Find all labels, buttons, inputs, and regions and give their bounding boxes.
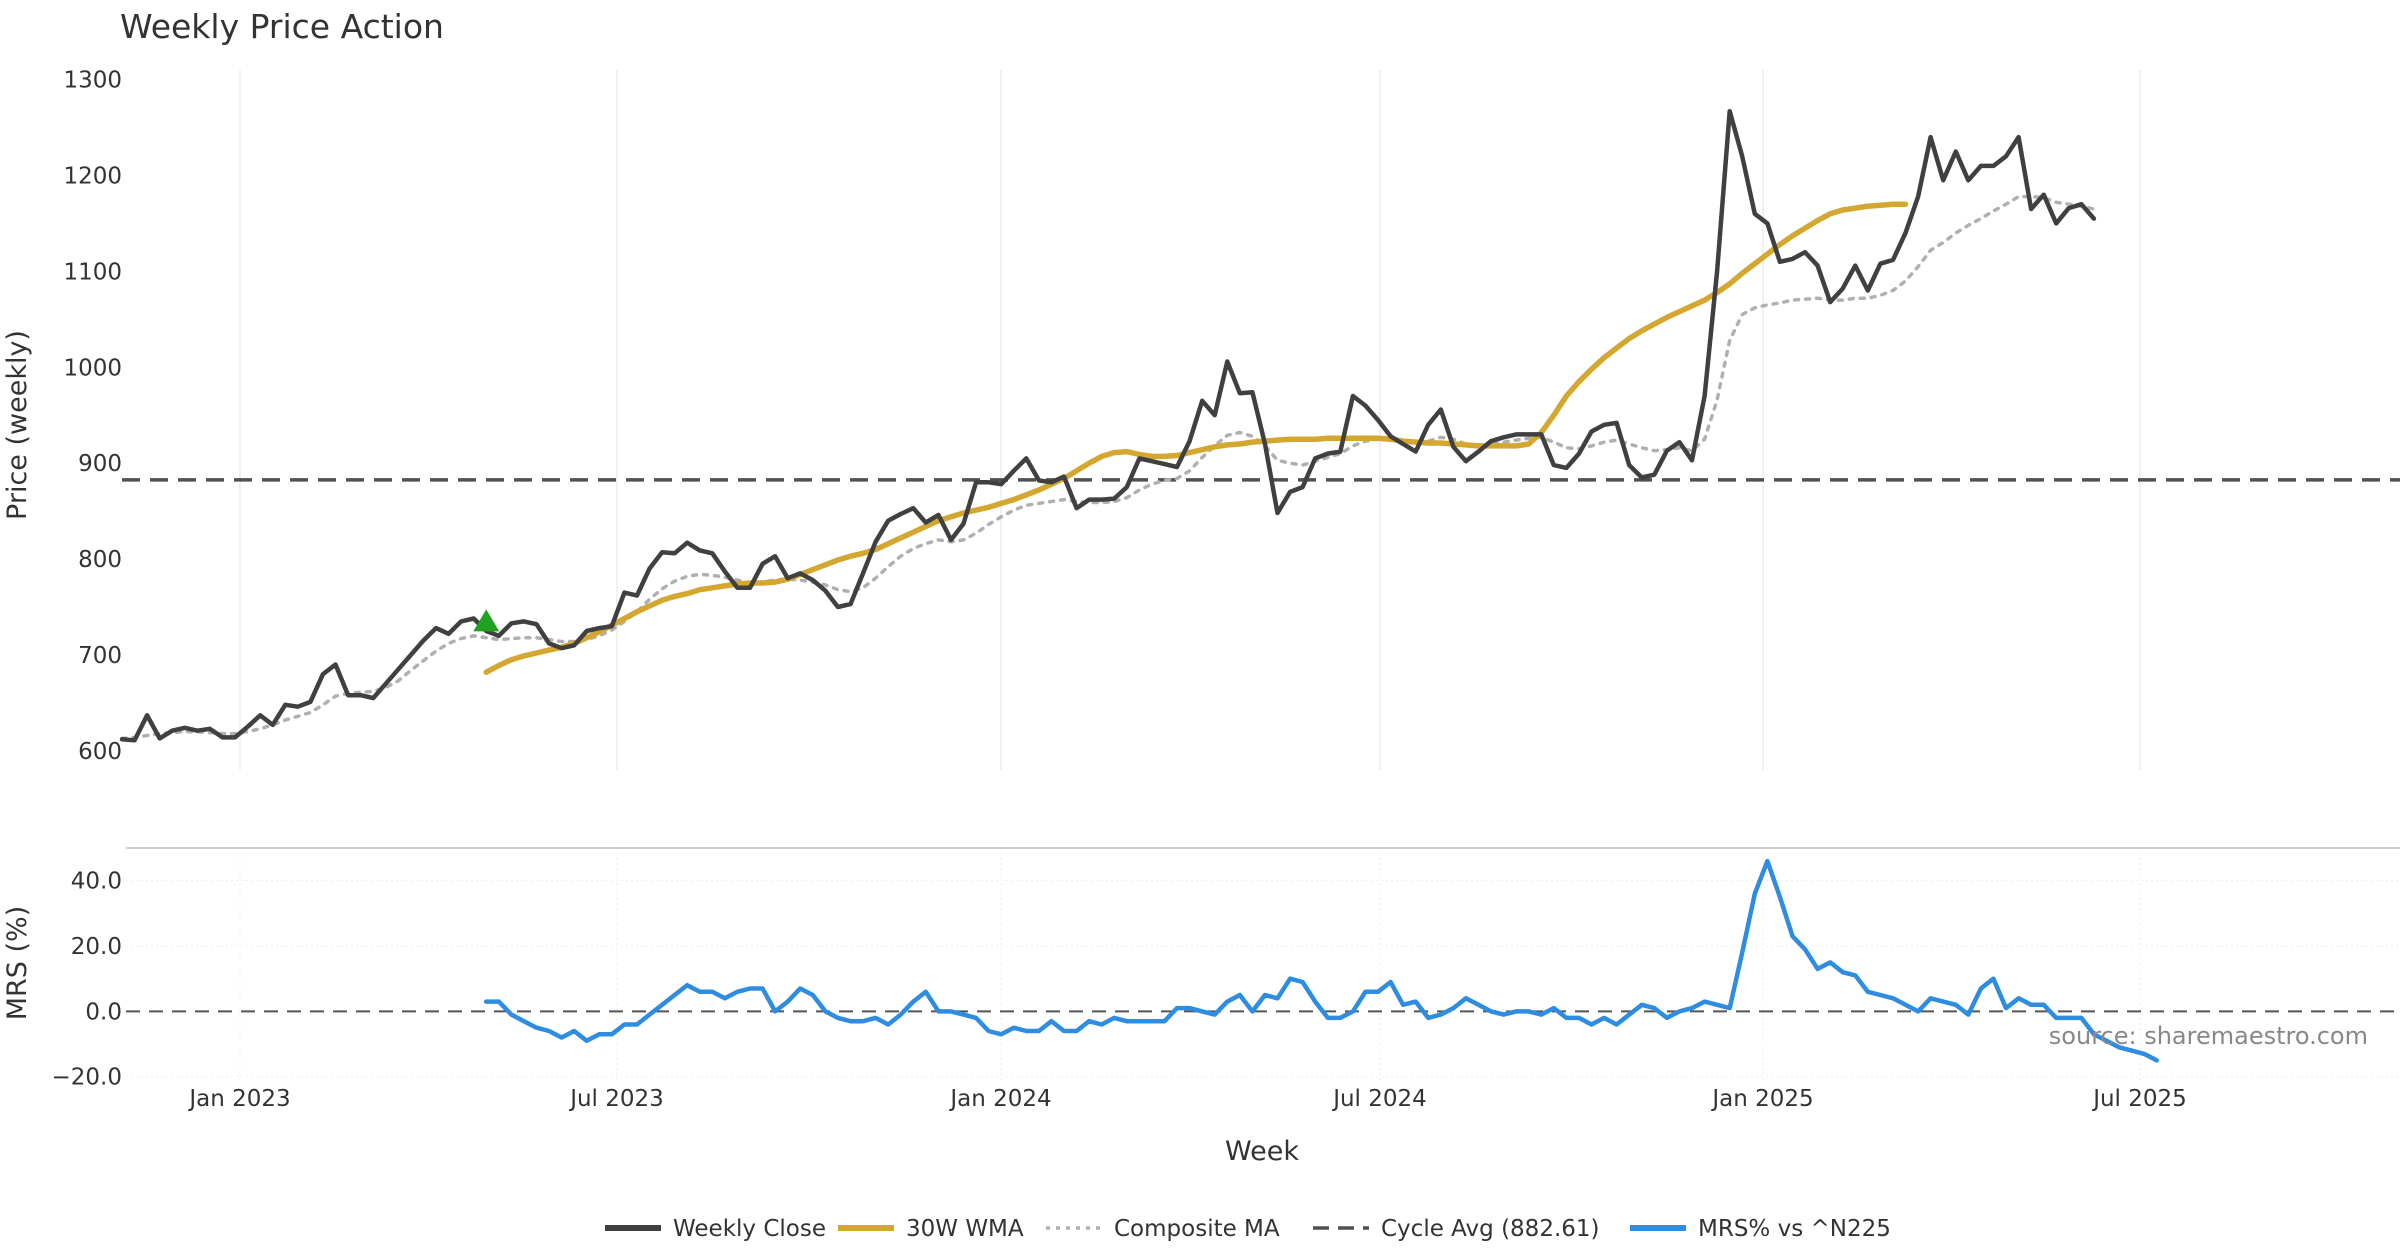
price-y-tick-label: 900	[78, 451, 122, 477]
mrs-y-tick-label: −20.0	[52, 1065, 122, 1091]
buy-signal-marker	[473, 609, 500, 632]
mrs-y-tick-label: 40.0	[71, 869, 122, 895]
price-panel: 600 700 800 900 1000 1100 1200 1300	[63, 68, 2400, 770]
mrs-panel: 40.0 20.0 0.0 −20.0	[52, 847, 2400, 1091]
x-tick-label: Jan 2024	[948, 1086, 1051, 1112]
legend-label: MRS% vs ^N225	[1698, 1216, 1891, 1242]
price-axis-title: Price (weekly)	[2, 330, 33, 520]
weekly-close-line	[119, 108, 2097, 743]
x-tick-label: Jan 2023	[187, 1086, 290, 1112]
x-tick-label: Jan 2025	[1710, 1086, 1813, 1112]
x-tick-label: Jul 2023	[568, 1086, 664, 1112]
price-y-tick-label: 600	[78, 739, 122, 765]
mrs-y-tick-label: 0.0	[85, 999, 122, 1025]
mrs-axis-title: MRS (%)	[2, 906, 33, 1021]
wma-30w-line	[483, 201, 1909, 675]
x-axis: Jan 2023 Jul 2023 Jan 2024 Jul 2024 Jan 2025…	[187, 1086, 2186, 1112]
source-note: source: sharemaestro.com	[2049, 1022, 2368, 1050]
legend-label: Cycle Avg (882.61)	[1381, 1216, 1600, 1242]
mrs-line	[483, 858, 2159, 1063]
price-y-tick-label: 1200	[63, 163, 122, 189]
price-y-tick-label: 1100	[63, 259, 122, 285]
price-y-tick-label: 800	[78, 547, 122, 573]
legend-label: 30W WMA	[906, 1216, 1024, 1242]
x-tick-label: Jul 2024	[1331, 1086, 1427, 1112]
price-y-tick-label: 1000	[63, 355, 122, 381]
legend-label: Weekly Close	[673, 1216, 826, 1242]
price-y-tick-label: 700	[78, 643, 122, 669]
x-axis-title: Week	[1225, 1136, 1299, 1167]
x-tick-label: Jul 2025	[2091, 1086, 2187, 1112]
price-y-tick-label: 1300	[63, 68, 122, 94]
legend: Weekly Close 30W WMA Composite MA Cycle Avg…	[605, 1216, 1891, 1242]
chart-title: Weekly Price Action	[120, 7, 444, 46]
legend-label: Composite MA	[1114, 1216, 1280, 1242]
mrs-y-tick-label: 20.0	[71, 934, 122, 960]
composite-ma-line	[120, 194, 2096, 741]
